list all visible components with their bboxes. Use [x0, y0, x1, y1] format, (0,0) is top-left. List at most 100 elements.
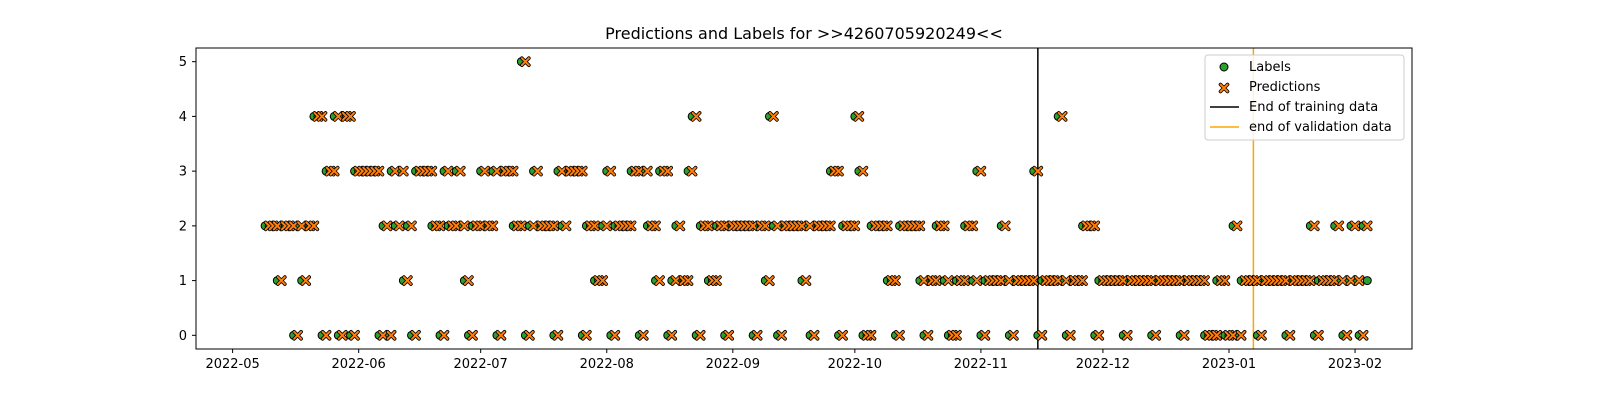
x-tick-label: 2022-09: [706, 357, 760, 372]
prediction-point-fill: [777, 330, 787, 340]
prediction-point: [967, 220, 979, 232]
y-tick-label: 1: [179, 274, 187, 289]
prediction-point-fill: [1346, 276, 1356, 286]
prediction-point: [487, 220, 499, 232]
prediction-point-fill: [329, 166, 339, 176]
marks-layer: [260, 56, 1373, 341]
prediction-point: [837, 330, 848, 341]
prediction-point-fill: [406, 221, 416, 231]
prediction-point: [1121, 330, 1133, 341]
prediction-point: [292, 330, 303, 341]
prediction-point: [1065, 330, 1076, 341]
prediction-point: [922, 330, 934, 341]
prediction-point: [1227, 330, 1239, 341]
prediction-point: [633, 165, 645, 177]
prediction-point-fill: [317, 111, 327, 121]
prediction-point-fill: [602, 221, 612, 231]
prediction-point: [288, 220, 299, 232]
prediction-point: [1252, 275, 1263, 286]
prediction-point: [296, 220, 307, 232]
prediction-point-fill: [378, 330, 388, 340]
prediction-point-fill: [386, 330, 396, 340]
prediction-point-fill: [435, 221, 445, 231]
prediction-point-fill: [528, 221, 538, 231]
prediction-point: [393, 220, 405, 232]
prediction-point-fill: [610, 330, 620, 340]
prediction-point: [601, 220, 612, 232]
prediction-point-fill: [931, 276, 941, 286]
label-point: [1362, 276, 1372, 286]
prediction-point: [345, 111, 356, 122]
prediction-point: [776, 330, 787, 341]
prediction-point-fill: [760, 221, 770, 231]
prediction-point: [1231, 220, 1243, 232]
prediction-point-fill: [1338, 276, 1348, 286]
prediction-point: [662, 165, 673, 177]
prediction-point: [316, 111, 328, 122]
prediction-point-fill: [293, 330, 303, 340]
prediction-point-fill: [1232, 221, 1242, 231]
prediction-point-fill: [850, 221, 860, 231]
prediction-point: [515, 220, 527, 232]
prediction-point: [442, 165, 454, 177]
prediction-point: [650, 220, 661, 232]
prediction-point-fill: [492, 166, 502, 176]
prediction-point-fill: [695, 330, 705, 340]
x-tick-label: 2022-07: [454, 357, 508, 372]
prediction-point: [747, 220, 759, 232]
prediction-point: [1280, 275, 1292, 286]
prediction-point-fill: [675, 221, 685, 231]
prediction-point: [999, 220, 1011, 232]
prediction-point-fill: [402, 276, 412, 286]
plot-frame: [195, 47, 1413, 350]
x-tick-label: 2022-08: [580, 357, 634, 372]
prediction-point: [686, 165, 698, 177]
prediction-point: [320, 330, 332, 341]
prediction-point: [1093, 330, 1105, 341]
prediction-point: [971, 275, 983, 286]
prediction-point: [373, 165, 385, 177]
prediction-point-fill: [854, 111, 864, 121]
prediction-point: [1345, 275, 1357, 286]
prediction-point: [605, 165, 617, 177]
prediction-point-fill: [915, 221, 925, 231]
prediction-point: [759, 220, 771, 232]
prediction-point-fill: [1236, 330, 1246, 340]
prediction-point: [1329, 275, 1340, 286]
prediction-point-fill: [301, 276, 311, 286]
prediction-point: [1349, 220, 1361, 232]
prediction-point: [556, 165, 568, 177]
prediction-point: [1341, 330, 1353, 341]
prediction-point: [1146, 275, 1157, 286]
prediction-point-fill: [650, 221, 660, 231]
prediction-point-fill: [589, 221, 599, 231]
prediction-point-fill: [496, 330, 506, 340]
prediction-point-fill: [427, 166, 437, 176]
prediction-point: [438, 330, 450, 341]
prediction-point-fill: [1179, 330, 1189, 340]
prediction-point: [1313, 330, 1324, 341]
prediction-point-fill: [394, 221, 404, 231]
prediction-point-fill: [1313, 330, 1323, 340]
x-tick-label: 2022-05: [205, 357, 259, 372]
prediction-point-fill: [382, 221, 392, 231]
prediction-point: [1304, 275, 1316, 286]
prediction-point-fill: [805, 221, 815, 231]
prediction-point: [1032, 165, 1044, 177]
prediction-point: [1199, 275, 1210, 286]
prediction-point-fill: [1334, 221, 1344, 231]
prediction-point-fill: [638, 330, 648, 340]
prediction-point-fill: [1256, 330, 1266, 340]
prediction-point-fill: [598, 276, 608, 286]
prediction-point: [532, 165, 543, 177]
prediction-point-fill: [1053, 276, 1063, 286]
prediction-point-fill: [345, 111, 355, 121]
prediction-point: [495, 330, 507, 341]
prediction-point: [491, 165, 503, 177]
prediction-point-fill: [801, 276, 811, 286]
prediction-point-fill: [1118, 276, 1128, 286]
prediction-point-fill: [772, 221, 782, 231]
x-tick-label: 2022-12: [1076, 357, 1130, 372]
prediction-point-fill: [1309, 221, 1319, 231]
prediction-point-fill: [451, 221, 461, 231]
